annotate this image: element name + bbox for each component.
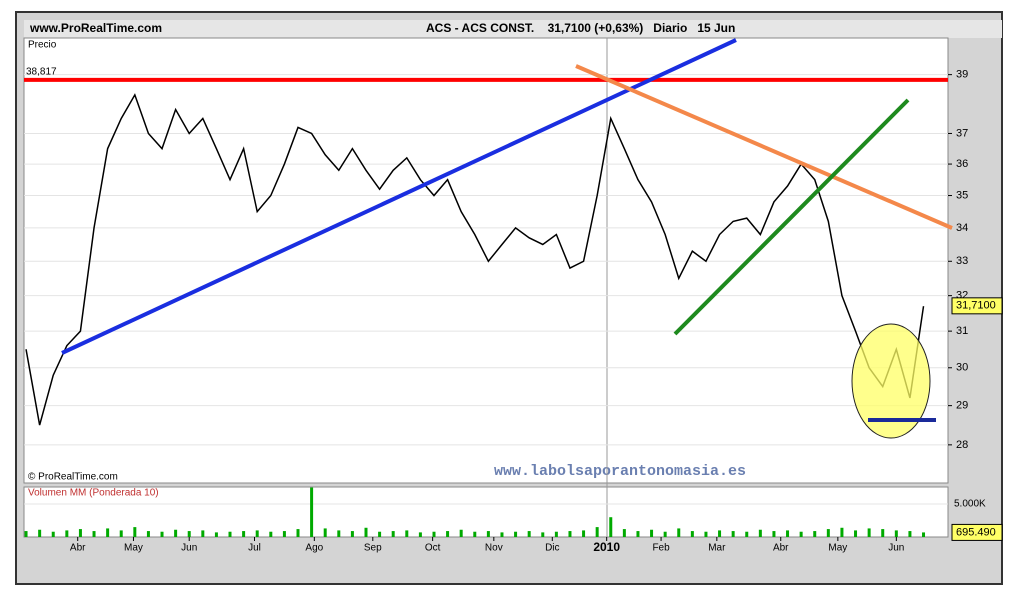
y-tick-label: 37: [956, 127, 968, 139]
x-tick-label: Jun: [888, 543, 904, 554]
volume-label: Volumen MM (Ponderada 10): [28, 488, 159, 499]
trendline-green: [673, 98, 910, 336]
x-tick-label: Dic: [545, 543, 559, 554]
last-price-label: 31,7100: [956, 300, 996, 312]
y-tick-label: 31: [956, 325, 968, 337]
resistance-label: 38,817: [26, 67, 57, 78]
x-tick-label: Abr: [773, 543, 789, 554]
x-tick-label: Oct: [425, 543, 441, 554]
header-bar: [24, 20, 1002, 38]
x-tick-label: Ago: [305, 543, 323, 554]
y-tick-label: 36: [956, 158, 968, 170]
x-tick-label: May: [124, 543, 143, 554]
watermark: www.labolsaporantonomasia.es: [494, 463, 746, 480]
copyright: © ProRealTime.com: [28, 472, 118, 483]
site: www.ProRealTime.com: [29, 21, 162, 35]
y-tick-label: 34: [956, 222, 968, 234]
y-tick-label: 30: [956, 362, 968, 374]
x-tick-label: Feb: [652, 543, 670, 554]
volume-tick-label: 5.000K: [954, 499, 986, 510]
price-panel: [23, 37, 949, 484]
last-volume-label: 695.490: [956, 526, 996, 538]
x-tick-label: 2010: [593, 540, 620, 554]
y-tick-label: 35: [956, 189, 968, 201]
y-tick-label: 39: [956, 69, 968, 81]
trendline-orange: [575, 64, 953, 230]
x-tick-label: Sep: [364, 543, 382, 554]
y-tick-label: 29: [956, 400, 968, 412]
x-tick-label: Mar: [708, 543, 726, 554]
x-tick-label: Nov: [485, 543, 503, 554]
x-tick-label: Jun: [181, 543, 197, 554]
last-volume-box: [951, 523, 1003, 541]
x-tick-label: Abr: [70, 543, 86, 554]
chart-title: ACS - ACS CONST. 31,7100 (+0,63%) Diario…: [426, 21, 735, 35]
y-tick-label: 33: [956, 255, 968, 267]
x-tick-label: May: [828, 543, 847, 554]
volume-panel: [23, 486, 949, 538]
trendline-blue: [61, 38, 737, 355]
price-line: [25, 93, 925, 426]
x-tick-label: Jul: [248, 543, 261, 554]
y-label: Precio: [28, 40, 57, 51]
last-price-box: [951, 297, 1003, 315]
y-tick-label: 28: [956, 439, 968, 451]
highlight-ellipse: [851, 323, 931, 439]
